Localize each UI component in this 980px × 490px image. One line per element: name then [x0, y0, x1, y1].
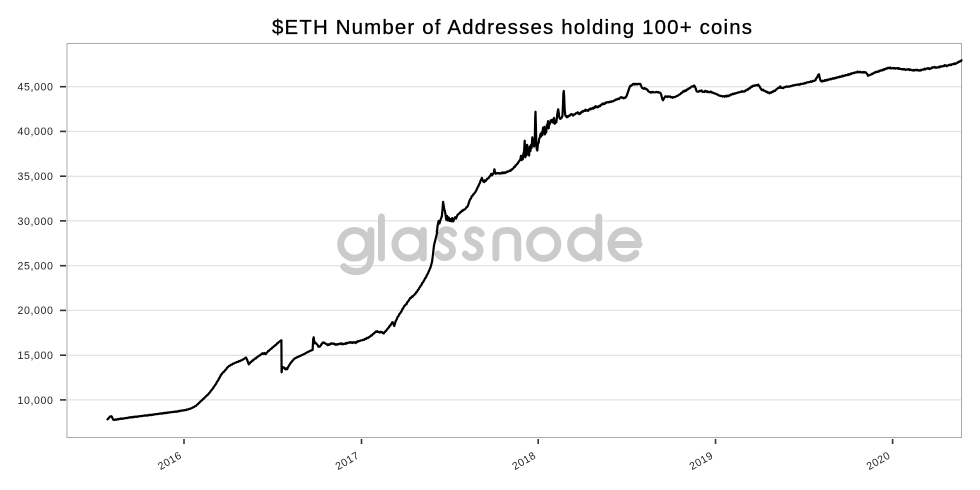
svg-text:40,000: 40,000: [17, 126, 53, 138]
svg-text:30,000: 30,000: [17, 216, 53, 228]
svg-text:10,000: 10,000: [17, 395, 53, 407]
svg-text:45,000: 45,000: [17, 82, 53, 94]
svg-text:35,000: 35,000: [17, 171, 53, 183]
svg-text:25,000: 25,000: [17, 261, 53, 273]
svg-text:20,000: 20,000: [17, 305, 53, 317]
svg-text:15,000: 15,000: [17, 350, 53, 362]
svg-text:$ETH Number of Addresses holdi: $ETH Number of Addresses holding 100+ co…: [272, 17, 752, 39]
